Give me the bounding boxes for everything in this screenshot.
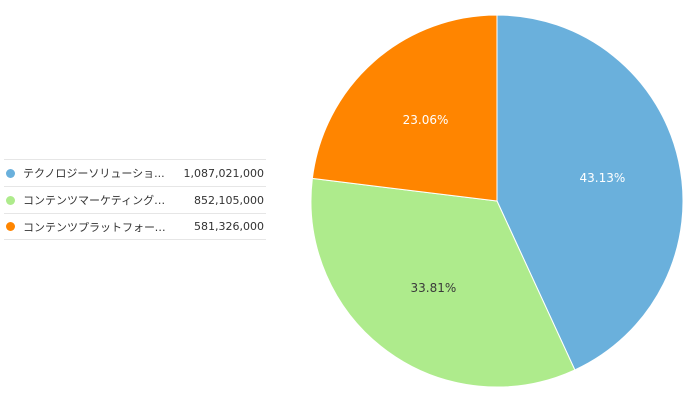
legend-dot-icon xyxy=(6,222,15,231)
legend-dot-icon xyxy=(6,168,15,178)
pie-slice-content-marketing[interactable] xyxy=(310,177,576,388)
legend-item-technology-solutions[interactable]: テクノロジーソリューショ... 1,087,021,000 xyxy=(4,159,266,186)
legend-value: 581,326,000 xyxy=(194,220,264,233)
legend-value: 852,105,000 xyxy=(194,193,264,207)
legend-value: 1,087,021,000 xyxy=(183,166,264,180)
pie-slice-label-content-marketing: 33.81% xyxy=(411,281,457,295)
legend-item-content-marketing[interactable]: コンテンツマーケティングサ... 852,105,000 xyxy=(4,186,266,213)
pie-slice-content-platform[interactable] xyxy=(311,14,498,202)
legend: テクノロジーソリューショ... 1,087,021,000 コンテンツマーケティ… xyxy=(4,159,266,240)
pie-slice-technology-solutions[interactable] xyxy=(496,14,684,371)
legend-dot-icon xyxy=(6,195,15,205)
pie-slice-label-content-platform: 23.06% xyxy=(403,113,449,127)
legend-item-content-platform[interactable]: コンテンツプラットフォーム... 581,326,000 xyxy=(4,213,266,240)
pie-slice-label-technology-solutions: 43.13% xyxy=(580,171,626,185)
